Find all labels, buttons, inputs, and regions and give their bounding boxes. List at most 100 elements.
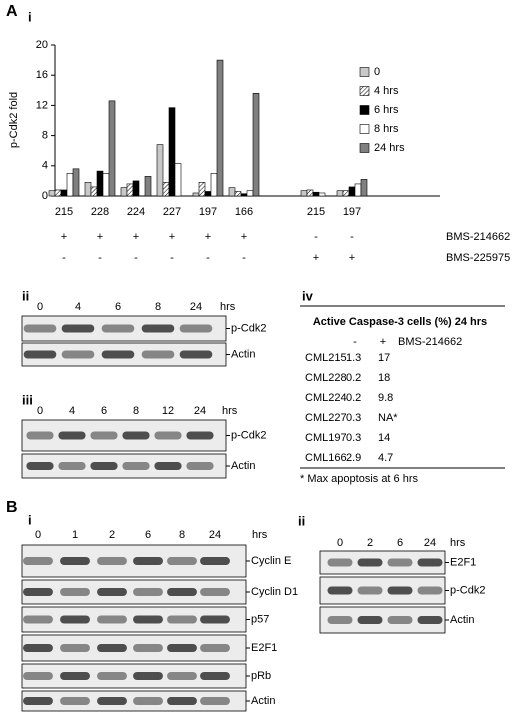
- bar: [336, 190, 344, 197]
- legend-label: 4 hrs: [374, 85, 399, 97]
- blot-band: [200, 672, 230, 680]
- legend-swatch: [359, 67, 370, 77]
- legend-label: 24 hrs: [374, 142, 405, 154]
- lane-label: 8: [133, 405, 139, 417]
- blot-band: [186, 462, 214, 470]
- blot-band: [387, 586, 413, 595]
- blot-band: [97, 697, 127, 705]
- lane-unit: hrs: [252, 529, 268, 541]
- lane-label: 6: [145, 529, 151, 541]
- blot-band: [97, 615, 127, 624]
- table-cell: 2.9: [346, 452, 361, 464]
- blot-band: [90, 431, 118, 440]
- row-label: E2F1: [450, 556, 476, 568]
- x-tick-label: 215: [55, 206, 73, 218]
- panel-letter: B: [6, 499, 18, 516]
- bar: [204, 191, 212, 197]
- y-tick-label: 4: [42, 160, 48, 172]
- lane-unit: hrs: [450, 537, 466, 549]
- table-cell: 1.3: [346, 352, 361, 364]
- bar: [306, 189, 314, 197]
- row-label: E2F1: [251, 642, 277, 654]
- table-cell: 9.8: [378, 392, 393, 404]
- blot-band: [167, 615, 197, 624]
- table-cell: CML228: [305, 372, 347, 384]
- table-cell: 18: [378, 372, 390, 384]
- treatment-mark: +: [313, 252, 319, 264]
- blot-band: [154, 462, 182, 470]
- row-label: Cyclin D1: [251, 586, 298, 598]
- lane-label: 2: [109, 529, 115, 541]
- bar: [216, 59, 224, 197]
- blot-band: [200, 644, 230, 652]
- blot-band: [58, 431, 86, 440]
- row-label: Cyclin E: [251, 555, 291, 567]
- blot-band: [327, 586, 353, 595]
- bar: [312, 191, 320, 197]
- row-label: p-Cdk2: [231, 322, 266, 334]
- row-label: p-Cdk2: [450, 584, 485, 596]
- table-cell: 0.3: [346, 432, 361, 444]
- blot-band: [26, 462, 54, 470]
- table-cell: CML166: [305, 452, 347, 464]
- blot-band: [167, 672, 197, 680]
- table-cell: 0.2: [346, 392, 361, 404]
- treatment-mark: +: [205, 231, 211, 243]
- row-label: Actin: [231, 460, 255, 472]
- bar: [102, 173, 110, 197]
- table-header: BMS-214662: [398, 336, 462, 348]
- blot-band: [186, 431, 214, 440]
- blot-band: [90, 462, 118, 470]
- legend-label: 0: [374, 66, 380, 78]
- lane-label: 24: [194, 405, 206, 417]
- bar: [348, 186, 356, 197]
- table-cell: CML197: [305, 432, 347, 444]
- lane-label: 6: [397, 537, 403, 549]
- treatment-mark: -: [170, 252, 174, 264]
- bar: [144, 176, 152, 197]
- blot-band: [387, 558, 413, 567]
- blot-band: [133, 588, 163, 596]
- blot-band: [122, 431, 150, 440]
- treatment-mark: +: [241, 231, 247, 243]
- panel-label: iv: [302, 288, 314, 303]
- blot-band: [60, 644, 90, 652]
- bar: [156, 144, 164, 197]
- treatment-mark: -: [98, 252, 102, 264]
- blot-band: [357, 616, 383, 624]
- bar: [126, 183, 134, 197]
- blot-band: [167, 644, 197, 652]
- blot-band: [417, 616, 443, 624]
- blot-band: [387, 616, 413, 624]
- lane-label: 6: [115, 301, 121, 313]
- row-label: Actin: [450, 614, 474, 626]
- blot-band: [101, 324, 135, 333]
- x-tick-label: 215: [307, 206, 325, 218]
- blot-band: [200, 588, 230, 596]
- table-footnote: * Max apoptosis at 6 hrs: [300, 473, 419, 485]
- panel-label: ii: [298, 513, 305, 528]
- lane-label: 6: [101, 405, 107, 417]
- blot-band: [167, 557, 197, 565]
- blot-band: [61, 350, 95, 359]
- blot-band: [122, 462, 150, 470]
- blot-band: [97, 588, 127, 596]
- bar: [132, 180, 140, 197]
- bar: [234, 191, 242, 197]
- lane-label: 0: [37, 301, 43, 313]
- legend-swatch: [359, 124, 370, 134]
- bar: [60, 189, 68, 197]
- legend-swatch: [359, 143, 370, 153]
- bar: [108, 100, 116, 197]
- blot-band: [357, 558, 383, 567]
- x-tick-label: 224: [127, 206, 145, 218]
- table-cell: 0.2: [346, 372, 361, 384]
- treatment-mark: +: [97, 231, 103, 243]
- blot-band: [97, 557, 127, 565]
- lane-label: 0: [337, 537, 343, 549]
- blot-band: [60, 557, 90, 565]
- blot-band: [357, 586, 383, 595]
- x-tick-label: 197: [343, 206, 361, 218]
- bar: [240, 193, 248, 197]
